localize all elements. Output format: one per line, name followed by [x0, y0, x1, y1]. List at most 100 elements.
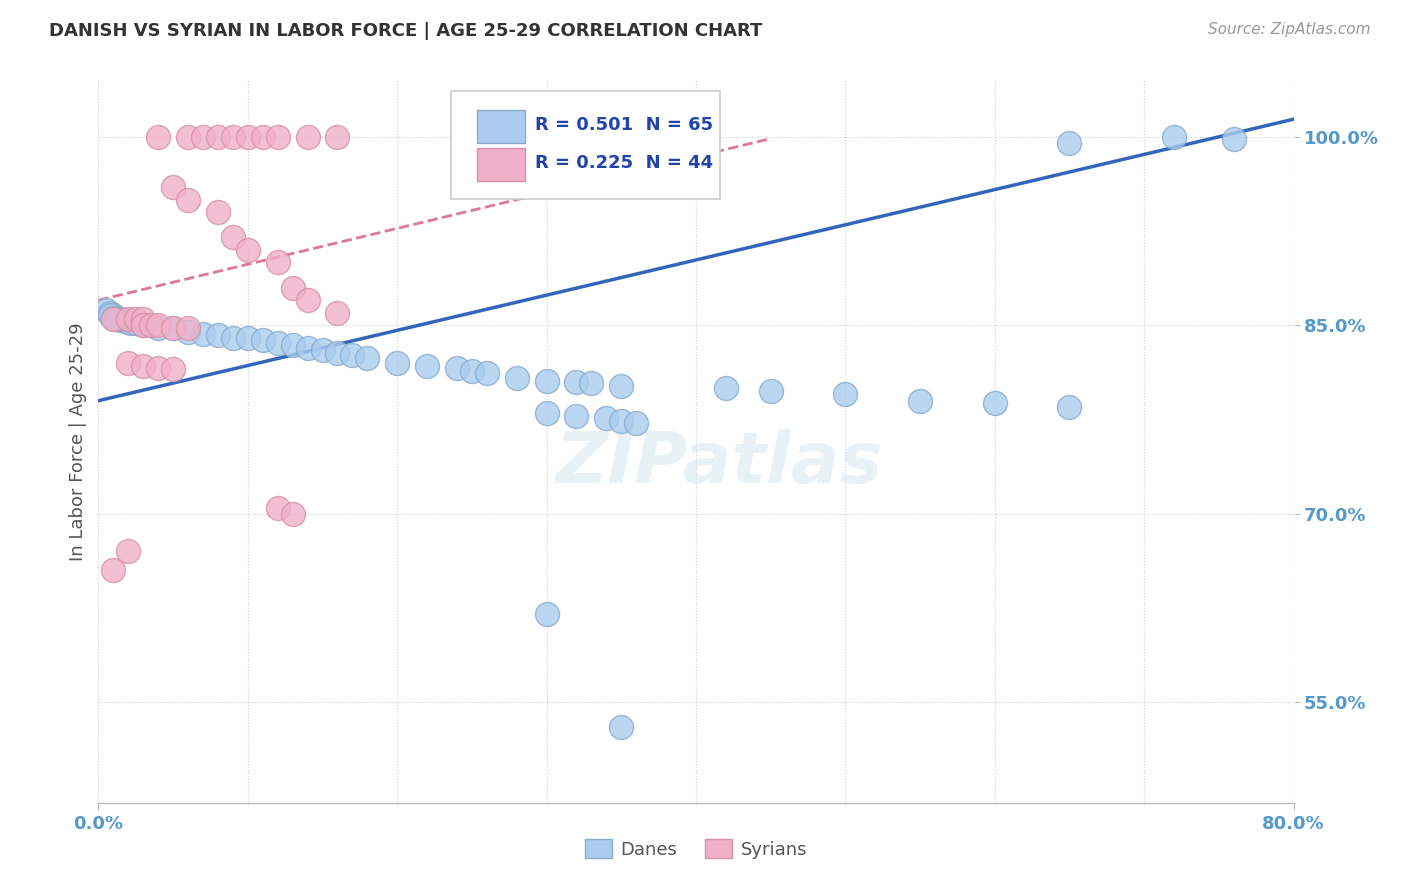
Point — [297, 341, 319, 355]
Point — [117, 314, 139, 328]
Point — [207, 205, 229, 219]
Point — [103, 563, 125, 577]
Point — [267, 500, 290, 515]
Point — [834, 387, 856, 401]
Point — [105, 312, 128, 326]
Point — [132, 318, 155, 333]
Point — [207, 129, 229, 144]
Point — [191, 327, 214, 342]
Point — [252, 129, 274, 144]
Point — [162, 180, 184, 194]
Point — [177, 129, 200, 144]
Point — [177, 193, 200, 207]
Point — [1059, 136, 1081, 150]
Point — [759, 384, 782, 398]
Point — [94, 303, 117, 318]
Point — [281, 280, 304, 294]
Point — [595, 411, 617, 425]
Point — [139, 318, 162, 333]
Legend: Danes, Syrians: Danes, Syrians — [578, 832, 814, 866]
Point — [117, 356, 139, 370]
Point — [581, 376, 603, 390]
Point — [236, 243, 259, 257]
Text: DANISH VS SYRIAN IN LABOR FORCE | AGE 25-29 CORRELATION CHART: DANISH VS SYRIAN IN LABOR FORCE | AGE 25… — [49, 22, 762, 40]
Point — [148, 361, 170, 376]
Point — [326, 306, 349, 320]
Point — [446, 361, 468, 376]
Point — [610, 414, 633, 428]
Point — [908, 393, 931, 408]
Point — [162, 321, 184, 335]
Point — [342, 349, 364, 363]
Point — [236, 129, 259, 144]
FancyBboxPatch shape — [451, 91, 720, 200]
Point — [506, 371, 529, 385]
Point — [120, 316, 142, 330]
Point — [103, 310, 125, 325]
Point — [148, 321, 170, 335]
Point — [103, 312, 125, 326]
Point — [297, 293, 319, 308]
Point — [610, 720, 633, 734]
Point — [117, 544, 139, 558]
Point — [222, 230, 245, 244]
Point — [536, 374, 558, 388]
Point — [114, 313, 136, 327]
Point — [222, 331, 245, 345]
Text: R = 0.501  N = 65: R = 0.501 N = 65 — [534, 116, 713, 134]
Point — [108, 312, 131, 326]
Point — [297, 129, 319, 144]
Point — [326, 129, 349, 144]
Point — [132, 318, 155, 333]
Point — [98, 306, 122, 320]
Point — [103, 308, 125, 322]
Point — [191, 129, 214, 144]
Point — [536, 607, 558, 622]
Point — [267, 255, 290, 269]
Point — [1059, 400, 1081, 414]
Point — [267, 129, 290, 144]
Point — [177, 321, 200, 335]
FancyBboxPatch shape — [477, 110, 524, 143]
Point — [125, 316, 148, 330]
Point — [984, 396, 1007, 410]
Point — [356, 351, 378, 365]
Point — [416, 359, 439, 373]
Point — [177, 325, 200, 339]
Point — [461, 363, 484, 377]
Text: ZIPatlas: ZIPatlas — [557, 429, 883, 498]
Point — [236, 331, 259, 345]
Point — [281, 338, 304, 352]
Point — [162, 362, 184, 376]
Point — [132, 359, 155, 373]
Point — [385, 356, 409, 370]
Point — [132, 312, 155, 326]
Point — [110, 313, 132, 327]
Point — [117, 312, 139, 326]
Point — [326, 346, 349, 360]
Point — [162, 321, 184, 335]
Point — [105, 310, 128, 325]
Point — [536, 406, 558, 420]
Point — [1163, 129, 1185, 144]
Point — [714, 381, 737, 395]
Point — [1223, 132, 1246, 146]
Point — [475, 366, 498, 380]
Point — [311, 343, 333, 358]
Point — [565, 409, 588, 423]
FancyBboxPatch shape — [477, 148, 524, 181]
Point — [148, 129, 170, 144]
Point — [626, 417, 648, 431]
Text: R = 0.225  N = 44: R = 0.225 N = 44 — [534, 154, 713, 172]
Point — [267, 335, 290, 350]
Point — [281, 507, 304, 521]
Point — [207, 328, 229, 343]
Point — [252, 334, 274, 348]
Y-axis label: In Labor Force | Age 25-29: In Labor Force | Age 25-29 — [69, 322, 87, 561]
Point — [565, 375, 588, 389]
Point — [610, 378, 633, 392]
Point — [148, 318, 170, 333]
Point — [222, 129, 245, 144]
Text: Source: ZipAtlas.com: Source: ZipAtlas.com — [1208, 22, 1371, 37]
Point — [98, 308, 122, 322]
